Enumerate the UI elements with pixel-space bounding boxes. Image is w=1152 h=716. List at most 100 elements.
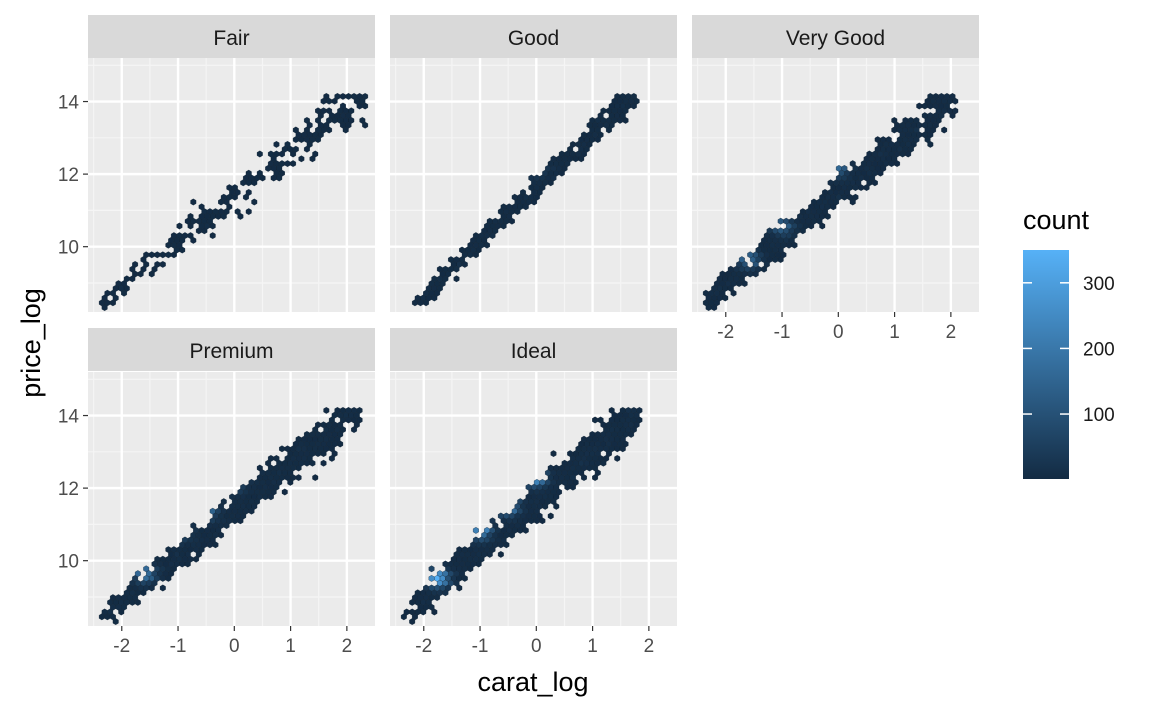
hexbin-cell [581,445,587,453]
hexbin-cell [353,97,360,105]
hexbin-cell [425,294,432,302]
hexbin-cell [170,555,177,563]
hexbin-cell [617,421,623,429]
y-tick-label: 14 [58,93,80,114]
hexbin-cell [539,517,546,525]
hexbin-cell [811,208,817,215]
hexbin-cell [353,411,360,419]
hexbin-cell [511,193,518,201]
hexbin-cell [592,445,598,453]
hexbin-cell [259,174,266,182]
hexbin-cell [337,421,344,429]
hexbin-cell [520,503,526,510]
hexbin-cell [334,112,341,119]
hexbin-cell [231,517,238,525]
hexbin-cell [811,198,817,206]
hexbin-cell [193,555,199,563]
hexbin-cell [522,527,529,534]
hexbin-cell [478,536,485,544]
facet-panel: Good [390,15,677,312]
hexbin-cell [434,289,441,297]
facet-panel: Very Good -2 -1 0 1 2 [692,15,979,343]
hexbin-cell [270,174,277,182]
hexbin-cell [938,112,945,119]
hexbin-cell [838,179,845,187]
hexbin-cell [545,479,551,486]
hexbin-cell [256,464,263,472]
hexbin-cell [874,145,881,153]
hexbin-cell [331,97,338,105]
hexbin-cell [777,217,784,225]
hexbin-cell [309,155,316,163]
hexbin-cell [531,503,538,510]
hexbin-cell [592,455,598,462]
x-tick-label: -2 [717,322,734,343]
hexbin-cell [331,421,338,429]
hexbin-cell [220,507,227,515]
hexbin-layer [702,93,959,311]
hexbin-cell [755,265,762,273]
hexbin-cell [472,536,479,544]
hexbin-cell [159,575,166,582]
hexbin-cell [633,97,640,105]
hexbin-cell [248,488,255,496]
hexbin-cell [472,527,479,534]
hexbin-cell [290,464,296,472]
hexbin-cell [880,165,887,172]
hexbin-cell [561,155,568,163]
hexbin-cell [500,527,507,534]
x-tick-label: 0 [833,322,844,343]
x-tick-label: -1 [472,636,489,657]
hexbin-cell [871,160,878,167]
hexbin-cell [719,280,726,287]
hexbin-cell [769,232,776,239]
hexbin-layer [98,93,369,311]
hexbin-cell [461,546,468,553]
hexbin-cell [472,555,479,563]
hexbin-cell [597,455,604,462]
hexbin-cell [453,256,460,263]
hexbin-cell [941,126,948,134]
hexbin-cell [220,498,227,505]
hexbin-cell [320,450,327,457]
hexbin-cell [362,102,369,110]
hexbin-cell [849,198,856,206]
facet-strip-label: Very Good [786,27,885,50]
hexbin-cell [295,131,302,139]
hexbin-cell [472,546,479,553]
hexbin-cell [497,217,504,225]
hexbin-cell [564,483,571,491]
hexbin-cell [309,459,316,467]
x-tick-label: 1 [587,636,598,657]
hexbin-cell [497,512,504,520]
x-tick-label: 0 [229,636,240,657]
hexbin-cell [478,555,485,563]
hexbin-cell [326,421,333,429]
hexbin-cell [533,479,540,486]
hexbin-cell [553,503,560,510]
y-tick-label: 14 [58,407,80,428]
hexbin-cell [533,174,540,182]
hexbin-cell [337,411,344,419]
hexbin-cell [589,431,596,438]
hexbin-cell [428,575,435,582]
hexbin-cell [143,251,150,259]
hexbin-cell [231,498,238,505]
hexbin-cell [614,455,621,462]
hexbin-cell [606,126,612,134]
hexbin-cell [132,270,139,278]
hexbin-cell [273,455,280,462]
hexbin-cell [428,603,435,611]
hexbin-cell [924,136,931,143]
hexbin-cell [176,222,183,230]
hexbin-cell [292,145,299,153]
hexbin-cell [251,179,258,187]
hexbin-cell [417,594,424,601]
hexbin-cell [456,584,463,592]
x-tick-label: 1 [285,636,296,657]
hexbin-cell [489,517,496,525]
hexbin-cell [492,217,499,225]
hexbin-cell [317,435,324,443]
hexbin-cell [733,265,740,273]
